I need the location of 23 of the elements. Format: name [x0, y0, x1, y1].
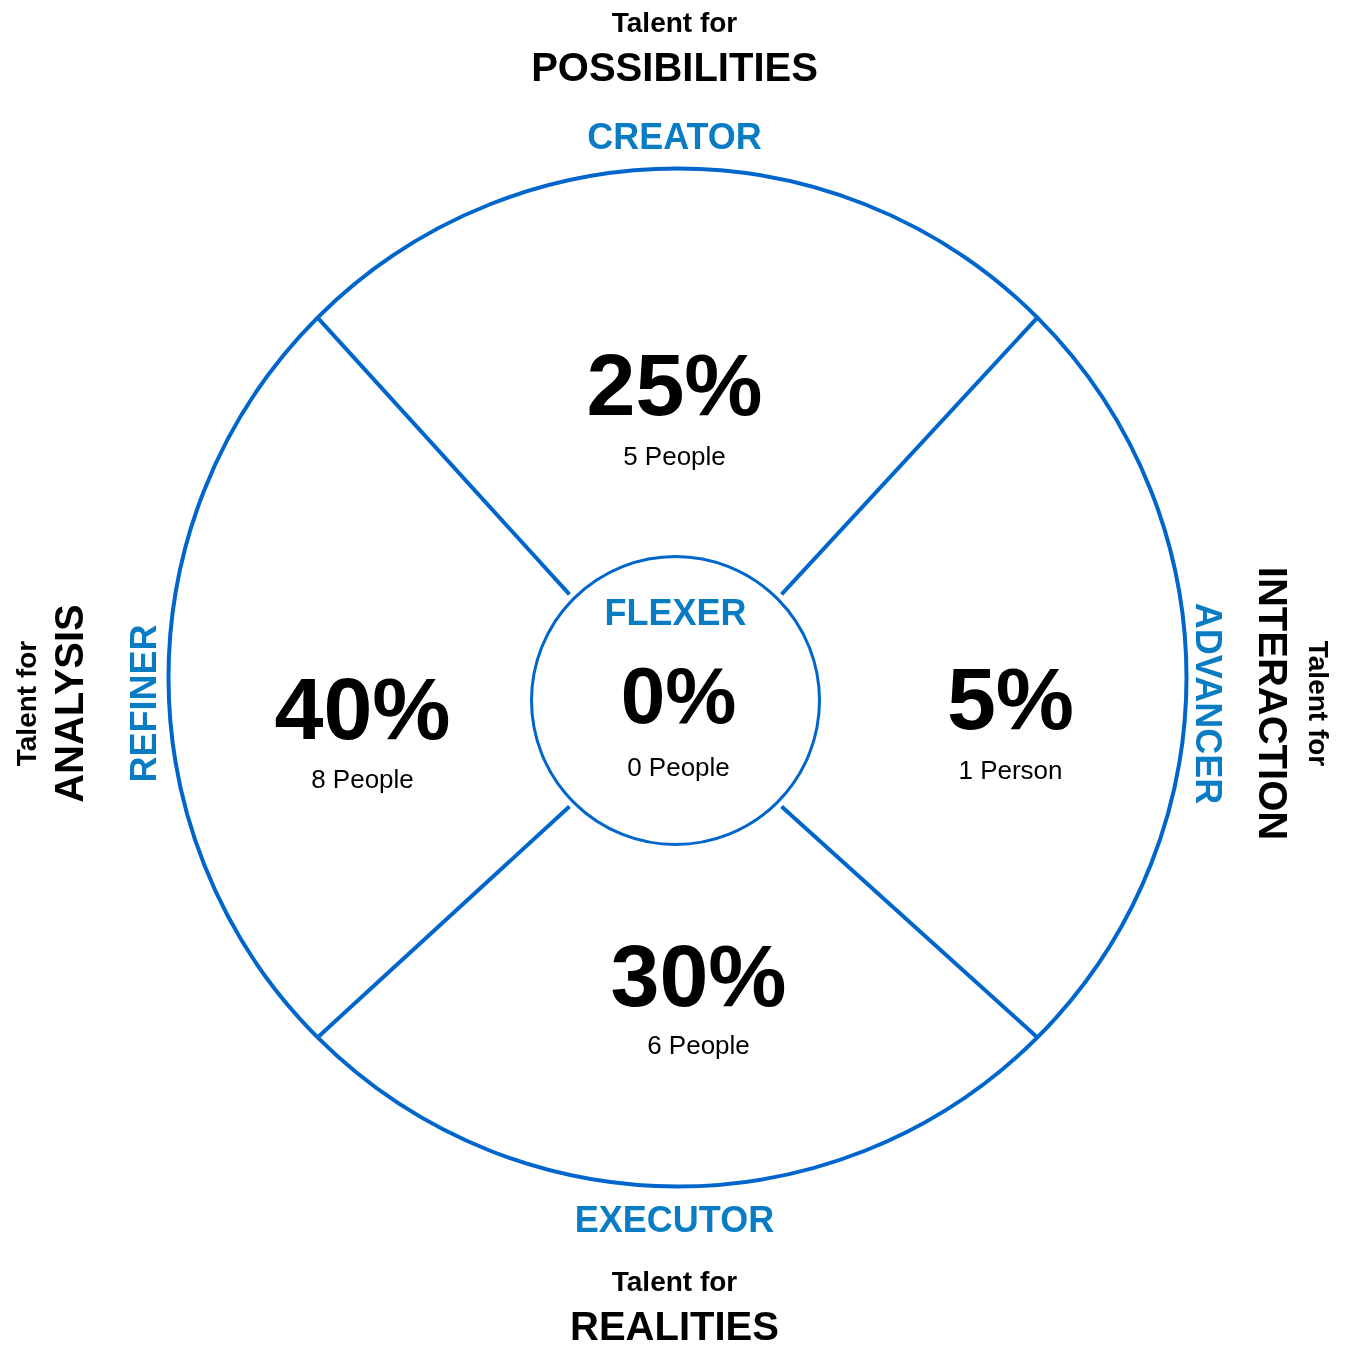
text: Talent for — [611, 1266, 738, 1297]
category-label: ADVANCER — [1188, 602, 1229, 805]
text: POSSIBILITIES — [531, 44, 818, 89]
text: 5 People — [623, 440, 726, 471]
category-label: FLEXER — [604, 592, 747, 633]
text: ANALYSIS — [46, 604, 91, 803]
text: 0 People — [627, 751, 730, 782]
text: 8 People — [311, 763, 414, 794]
text: 1 Person — [958, 754, 1063, 785]
text: Talent for — [611, 7, 738, 38]
text: REALITIES — [570, 1303, 779, 1345]
category-label: REFINER — [123, 624, 164, 783]
text: Talent for — [11, 640, 42, 767]
data-label: 25% — [586, 335, 763, 434]
data-label: 30% — [610, 926, 787, 1025]
text: INTERACTION — [1250, 566, 1295, 841]
text: 6 People — [647, 1029, 750, 1060]
category-label: CREATOR — [587, 116, 762, 157]
data-label: 0% — [620, 651, 737, 740]
data-label: 5% — [946, 649, 1075, 748]
data-label: 40% — [274, 659, 451, 758]
text: Talent for — [1303, 640, 1334, 767]
category-label: EXECUTOR — [574, 1199, 775, 1240]
